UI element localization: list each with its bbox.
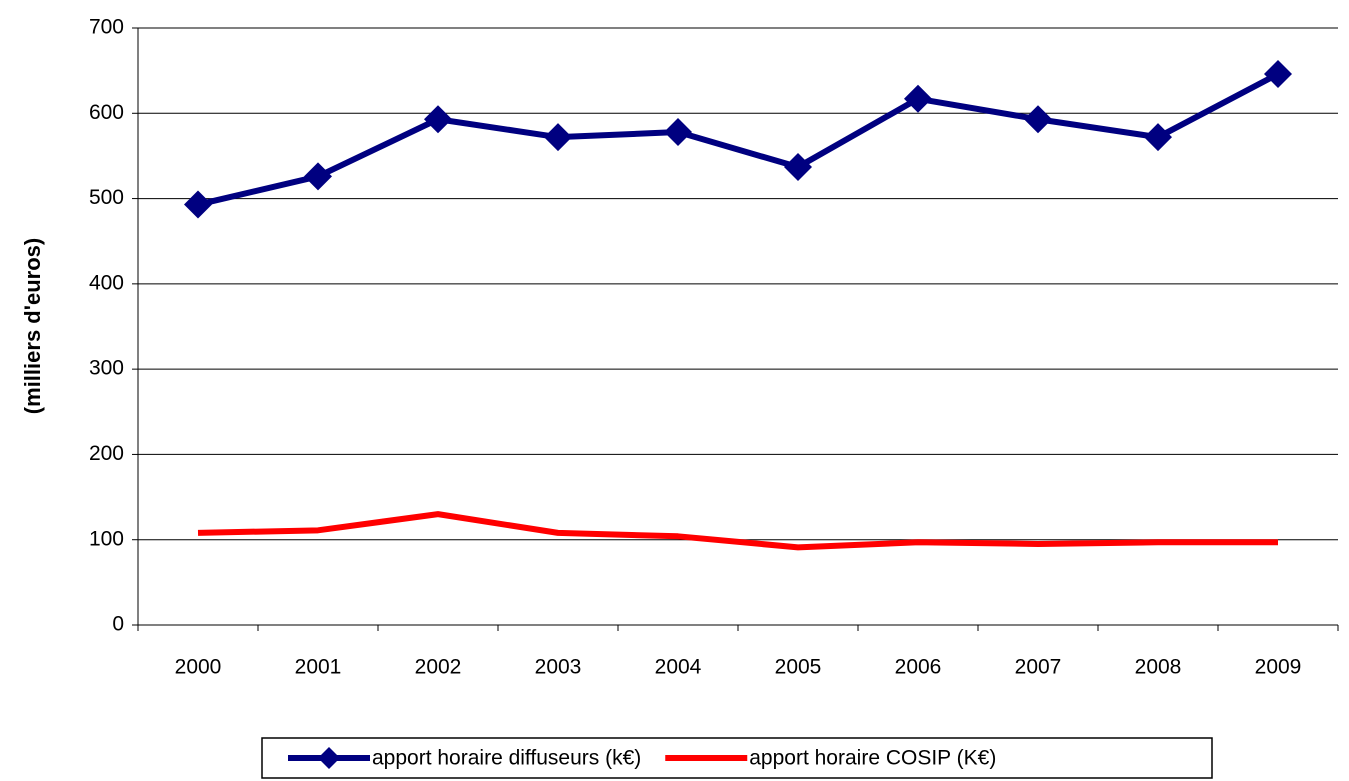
marker (1264, 60, 1292, 89)
y-tick-label: 600 (89, 101, 124, 124)
y-tick-label: 400 (89, 271, 124, 294)
marker (1024, 105, 1052, 134)
x-tick-label: 2001 (295, 656, 342, 679)
marker (304, 162, 332, 191)
legend-marker (318, 747, 340, 769)
line-series (197, 71, 1280, 208)
x-tick-label: 2007 (1015, 656, 1062, 679)
y-tick-label: 0 (112, 613, 124, 636)
x-tick-label: 2002 (415, 656, 462, 679)
x-tick-label: 2005 (775, 656, 822, 679)
x-tick-label: 2004 (655, 656, 702, 679)
x-tick-label: 2003 (535, 656, 582, 679)
y-tick-label: 300 (89, 357, 124, 380)
y-tick-label: 200 (89, 442, 124, 465)
marker (784, 153, 812, 182)
x-tick-label: 2009 (1255, 656, 1302, 679)
x-tick-label: 2006 (895, 656, 942, 679)
marker (904, 84, 932, 113)
x-tick-label: 2008 (1135, 656, 1182, 679)
marker (1144, 123, 1172, 152)
marker (664, 118, 692, 147)
legend-label: apport horaire diffuseurs (k€) (372, 747, 641, 770)
line-series (197, 511, 1278, 551)
legend-label: apport horaire COSIP (K€) (749, 747, 996, 770)
marker (184, 190, 212, 219)
marker (424, 105, 452, 134)
y-tick-label: 500 (89, 186, 124, 209)
y-axis-label: (milliers d'euros) (20, 238, 45, 414)
x-tick-label: 2000 (175, 656, 222, 679)
y-tick-label: 700 (89, 16, 124, 39)
y-tick-label: 100 (89, 527, 124, 550)
legend: apport horaire diffuseurs (k€) apport hor… (261, 737, 1213, 779)
marker (544, 123, 572, 152)
